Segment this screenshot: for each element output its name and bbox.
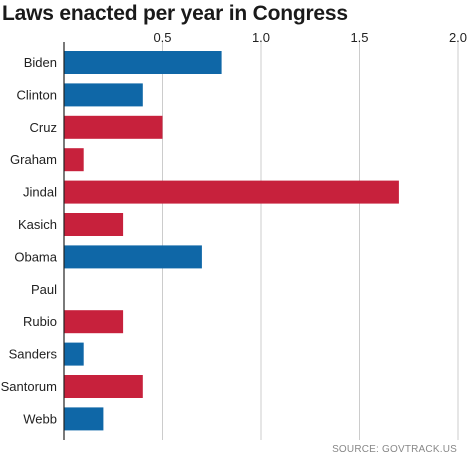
category-label-paul: Paul xyxy=(31,282,57,297)
x-tick-label-2-0: 2.0 xyxy=(449,30,467,45)
category-label-cruz: Cruz xyxy=(30,120,57,135)
source-note: SOURCE: GOVTRACK.US xyxy=(332,444,457,455)
bar-obama xyxy=(64,245,202,269)
category-label-webb: Webb xyxy=(23,411,57,426)
bars xyxy=(64,51,399,431)
category-label-kasich: Kasich xyxy=(18,217,57,232)
bar-kasich xyxy=(64,213,124,236)
bar-graham xyxy=(64,148,84,172)
grid-lines xyxy=(162,42,459,440)
bar-santorum xyxy=(64,375,143,398)
bar-rubio xyxy=(64,310,124,334)
bar-jindal xyxy=(64,180,399,204)
category-label-graham: Graham xyxy=(10,152,57,167)
category-label-obama: Obama xyxy=(14,249,57,264)
category-label-rubio: Rubio xyxy=(23,314,57,329)
bar-clinton xyxy=(64,83,143,107)
bar-biden xyxy=(64,51,222,74)
bar-webb xyxy=(64,407,104,431)
category-label-biden: Biden xyxy=(24,55,57,70)
chart-title: Laws enacted per year in Congress xyxy=(2,2,348,25)
category-labels: Biden Clinton Cruz Graham Jindal Kasich Obama P… xyxy=(1,55,58,426)
category-label-santorum: Santorum xyxy=(1,379,57,394)
category-label-clinton: Clinton xyxy=(17,87,57,102)
x-tick-label-1-5: 1.5 xyxy=(350,30,368,45)
bar-sanders xyxy=(64,342,84,366)
category-label-sanders: Sanders xyxy=(9,347,58,362)
x-tick-labels: 0.5 1.0 1.5 2.0 xyxy=(153,30,467,45)
bar-cruz xyxy=(64,115,163,139)
x-tick-label-1-0: 1.0 xyxy=(252,30,270,45)
x-tick-label-0-5: 0.5 xyxy=(153,30,171,45)
category-label-jindal: Jindal xyxy=(23,185,57,200)
